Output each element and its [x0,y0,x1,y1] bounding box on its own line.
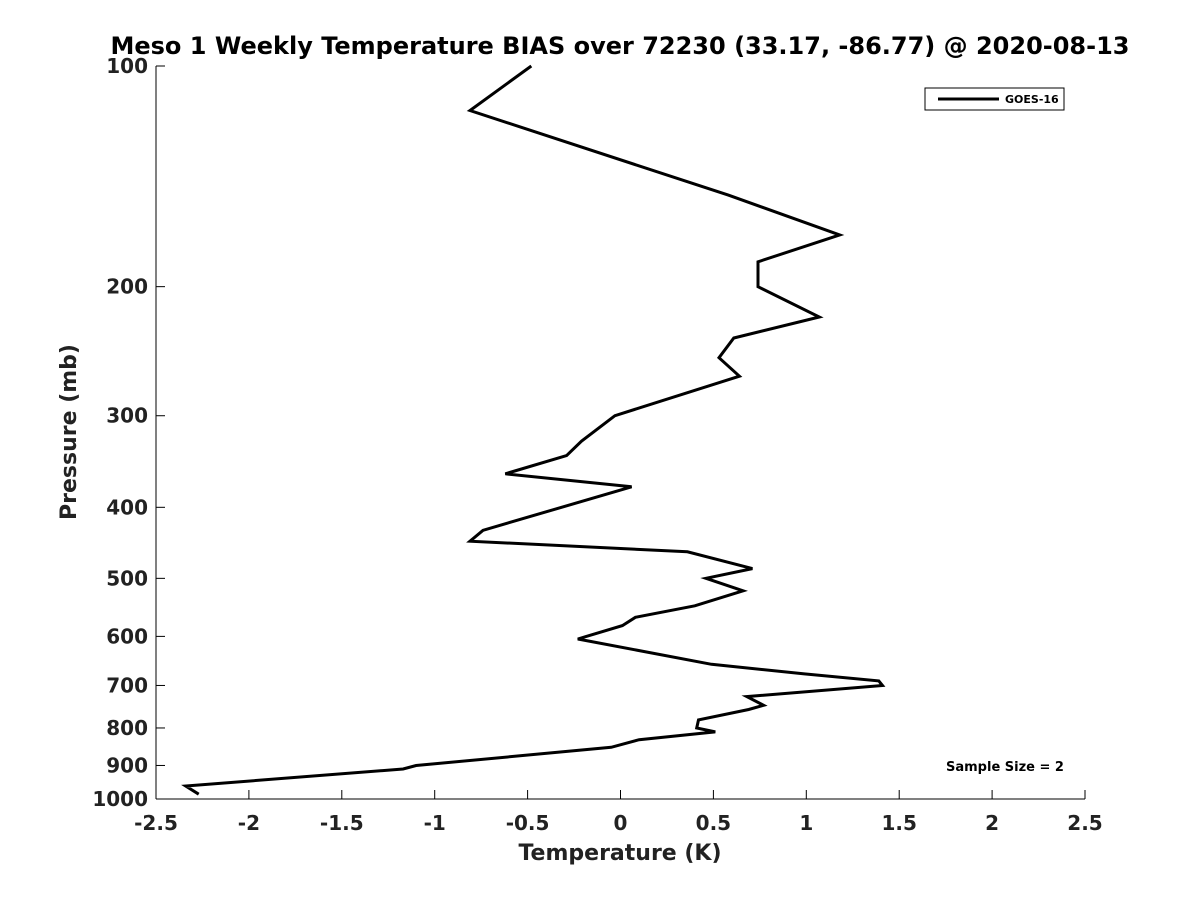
y-tick-label: 100 [106,54,148,78]
data-point [621,624,624,627]
data-point [818,316,821,319]
data-point [877,679,880,682]
x-tick-label: -1 [424,811,446,835]
data-point [402,768,405,771]
data-point [757,285,760,288]
y-tick-label: 700 [106,673,148,697]
y-tick-label: 600 [106,624,148,648]
x-tick-label: 1.5 [881,811,916,835]
data-point [693,604,696,607]
data-point [714,730,717,733]
data-point [762,704,765,707]
y-tick-label: 500 [106,566,148,590]
data-point [184,785,187,788]
data-point [415,764,418,767]
data-point [576,638,579,641]
data-point [613,414,616,417]
data-point [469,540,472,543]
data-point [718,356,721,359]
x-tick-label: 2.5 [1067,811,1102,835]
data-point [838,233,841,236]
series-line-goes-16 [181,64,886,796]
sample-size-annotation: Sample Size = 2 [946,760,1064,775]
data-point [751,567,754,570]
data-point [747,708,750,711]
data-point [727,194,730,197]
x-tick-label: -1.5 [320,811,364,835]
x-tick-labels: -2.5 -2 -1.5 -1 -0.5 0 0.5 1 1.5 2 2.5 [134,811,1103,835]
y-tick-label: 200 [106,275,148,299]
data-point [732,337,735,340]
y-tick-label: 800 [106,716,148,740]
data-point [738,375,741,378]
x-tick-label: 1 [799,811,813,835]
data-point [565,454,568,457]
axes [155,66,1085,800]
data-point [697,718,700,721]
y-tick-label: 1000 [92,787,148,811]
y-tick-label: 400 [106,495,148,519]
data-point [610,746,613,749]
data-point [745,695,748,698]
data-point [803,672,806,675]
x-axis-label: Temperature (K) [518,841,721,866]
data-point [530,65,533,68]
data-point [504,472,507,475]
x-tick-label: -2.5 [134,811,178,835]
data-point [742,589,745,592]
data-point [757,260,760,263]
x-tick-label: 2 [985,811,999,835]
data-point [580,440,583,443]
y-tick-label: 900 [106,753,148,777]
y-tick-labels: 100 200 300 400 500 600 700 800 900 1000 [92,54,148,811]
x-tick-label: -2 [238,811,260,835]
data-point [634,616,637,619]
x-tick-label: 0 [614,811,628,835]
y-tick-label: 300 [106,404,148,428]
data-point [686,550,689,553]
data-point [881,684,884,687]
y-axis-label: Pressure (mb) [57,344,82,520]
x-tick-label: -0.5 [506,811,550,835]
data-point [705,577,708,580]
series-points-goes-16 [184,65,884,796]
data-point [695,727,698,730]
legend-entry-goes-16: GOES-16 [1005,93,1059,106]
x-tick-label: 0.5 [696,811,731,835]
tick-marks [155,65,1086,800]
data-point [630,485,633,488]
data-point [710,663,713,666]
data-point [197,793,200,796]
data-point [638,738,641,741]
chart-title: Meso 1 Weekly Temperature BIAS over 7223… [110,32,1129,60]
data-point [482,529,485,532]
data-point [469,109,472,112]
legend: GOES-16 [924,87,1065,111]
